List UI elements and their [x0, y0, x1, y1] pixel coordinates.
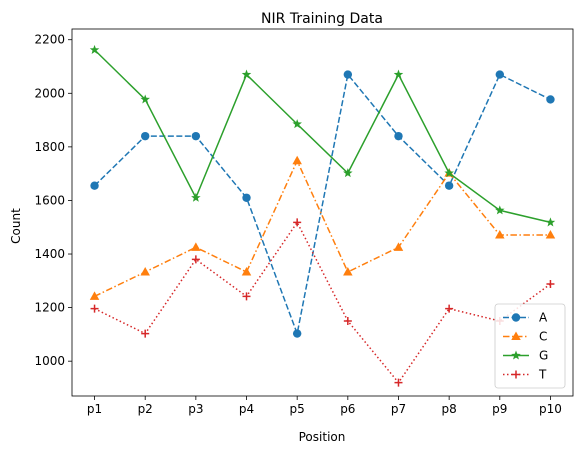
series-line-a — [94, 72, 551, 337]
data-point-g — [545, 217, 556, 227]
data-point-a — [343, 70, 353, 79]
data-point-a — [90, 181, 99, 190]
data-point-g — [89, 44, 100, 54]
data-point-t — [546, 280, 555, 289]
data-point-g — [140, 94, 150, 104]
chart-title: NIR Training Data — [261, 11, 383, 27]
data-point-a — [242, 193, 251, 202]
legend-label-g: G — [539, 349, 548, 363]
data-point-t — [293, 218, 302, 227]
data-point-g — [495, 205, 505, 215]
data-point-c — [140, 266, 150, 276]
data-point-t — [394, 378, 403, 387]
y-tick-label: 1200 — [34, 301, 65, 315]
data-point-g — [191, 192, 201, 202]
data-point-a — [495, 70, 504, 79]
data-point-a — [546, 95, 555, 104]
x-tick-label: p4 — [239, 402, 254, 416]
data-point-a — [292, 329, 302, 338]
axes: p1 p2 p3 p4 p5 p6 p7 p8 p9 p10 1000 1200 1400 1600 180… — [34, 28, 574, 416]
data-point-c — [393, 242, 404, 251]
data-point-c — [292, 155, 302, 165]
y-tick-label: 1400 — [34, 247, 65, 261]
data-point-g — [292, 119, 302, 129]
data-point-c — [89, 291, 100, 300]
x-tick-label: p10 — [539, 402, 562, 416]
x-tick-label: p7 — [391, 402, 406, 416]
series-line-c — [94, 158, 551, 298]
plot-frame — [71, 28, 574, 397]
data-point-t — [343, 316, 352, 325]
data-point-t — [242, 292, 251, 301]
x-tick-label: p5 — [290, 402, 305, 416]
data-point-t — [191, 255, 200, 264]
data-point-g — [343, 168, 353, 178]
legend-marker-g — [511, 350, 521, 360]
data-point-t — [141, 329, 150, 338]
x-tick-label: p3 — [188, 402, 203, 416]
data-point-g — [241, 69, 252, 79]
x-tick-label: p9 — [492, 402, 507, 416]
legend-marker-t — [512, 370, 520, 379]
x-tick-label: p8 — [442, 402, 457, 416]
legend-label-a: A — [539, 311, 548, 325]
data-point-g — [393, 69, 404, 79]
data-point-t — [90, 304, 99, 313]
y-tick-label: 1800 — [34, 140, 65, 154]
series-line-t — [94, 220, 551, 384]
y-tick-label: 2200 — [34, 33, 65, 47]
legend-label-t: T — [538, 368, 547, 382]
y-axis-title: Count — [9, 208, 23, 244]
legend-box — [494, 303, 566, 389]
plot-area — [89, 44, 556, 387]
data-point-a — [394, 131, 403, 141]
data-point-c — [343, 266, 353, 276]
x-tick-label: p1 — [87, 402, 102, 416]
legend-marker-c — [511, 331, 521, 340]
data-point-g — [444, 168, 454, 178]
data-point-a — [444, 181, 454, 190]
y-tick-label: 2000 — [34, 86, 65, 100]
x-tick-label: p2 — [138, 402, 153, 416]
data-point-a — [191, 131, 201, 141]
legend-marker-a — [511, 313, 521, 322]
x-tick-label: p6 — [340, 402, 355, 416]
data-point-c — [241, 266, 252, 276]
data-point-c — [495, 230, 505, 239]
data-point-t — [445, 304, 454, 313]
series-line-g — [94, 49, 551, 224]
data-point-c — [545, 230, 556, 239]
legend-label-c: C — [539, 330, 547, 344]
data-point-c — [191, 242, 201, 251]
y-tick-label: 1600 — [34, 193, 65, 207]
x-axis-title: Position — [299, 430, 346, 444]
data-point-a — [141, 131, 150, 141]
y-tick-label: 1000 — [34, 354, 65, 368]
